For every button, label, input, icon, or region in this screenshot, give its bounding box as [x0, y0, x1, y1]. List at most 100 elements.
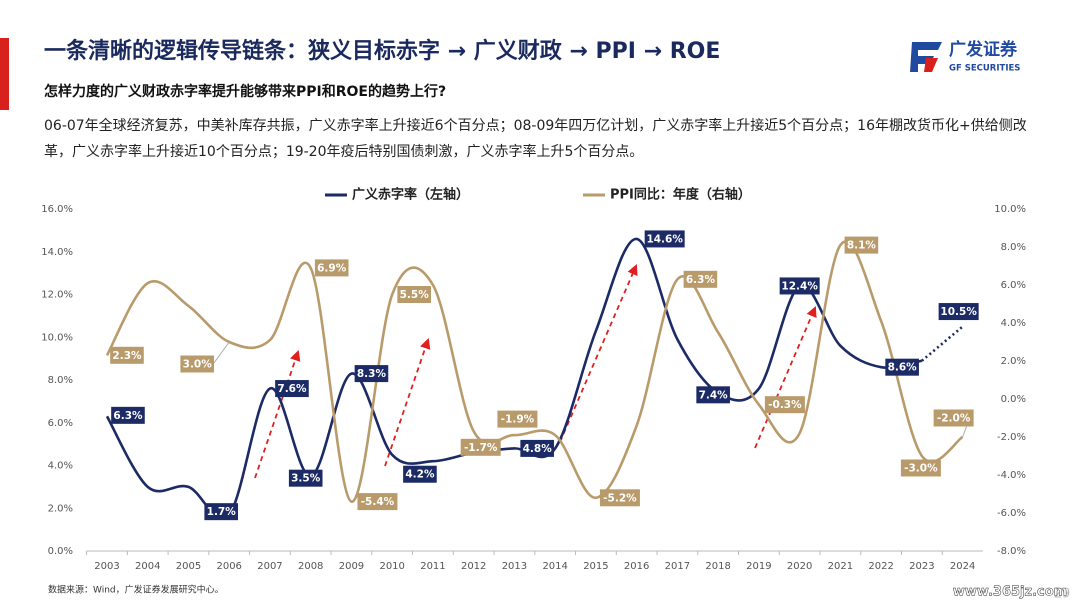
x-tick-label: 2019: [746, 561, 771, 572]
value-label: 3.5%: [291, 473, 321, 485]
value-label-box: [204, 503, 239, 521]
value-label-box: [779, 277, 820, 295]
x-tick-label: 2003: [94, 561, 119, 572]
value-label: 14.6%: [646, 233, 683, 245]
value-label-box: [520, 439, 554, 457]
value-label: -5.4%: [361, 496, 395, 508]
paragraph: 06-07年全球经济复苏，中美补库存共振，广义赤字率上升接近6个百分点；08-0…: [44, 118, 1027, 160]
value-label: 6.3%: [113, 410, 143, 422]
value-label-box: [110, 346, 144, 364]
x-tick-label: 2016: [624, 561, 649, 572]
value-label: 7.4%: [699, 389, 729, 401]
value-label-box: [288, 469, 323, 487]
value-label: -3.0%: [904, 463, 938, 475]
y2-tick-label: -6.0%: [997, 508, 1026, 519]
watermark: www.365jz.com: [953, 585, 1067, 600]
x-tick-label: 2015: [583, 561, 608, 572]
series-line: [105, 237, 923, 520]
value-label: -2.0%: [937, 413, 971, 425]
label-leader: [212, 341, 230, 365]
value-label: -5.2%: [603, 492, 637, 504]
value-label-box: [460, 438, 501, 456]
y-tick-label: 10.0%: [41, 332, 73, 343]
source: 数据来源：Wind，广发证券发展研究中心。: [48, 584, 224, 596]
y-tick-label: 8.0%: [48, 375, 73, 386]
y2-tick-label: 8.0%: [1001, 242, 1026, 253]
value-label: 7.6%: [277, 383, 307, 395]
logo-name: 广发证券: [949, 39, 1018, 60]
x-tick-label: 2024: [950, 561, 975, 572]
value-label: 4.2%: [405, 469, 435, 481]
y-tick-label: 2.0%: [48, 503, 73, 514]
value-label: -0.3%: [768, 399, 802, 411]
y-tick-label: 14.0%: [41, 247, 73, 258]
value-label: 6.3%: [686, 274, 716, 286]
value-label-box: [644, 230, 685, 248]
x-tick-label: 2004: [135, 561, 160, 572]
value-label-box: [764, 396, 805, 414]
y2-tick-label: -2.0%: [997, 432, 1026, 443]
y2-tick-label: -4.0%: [997, 470, 1026, 481]
value-label: 2.3%: [112, 350, 142, 362]
value-label-box: [275, 380, 309, 398]
x-tick-label: 2021: [828, 561, 853, 572]
value-label-box: [314, 259, 349, 277]
y-tick-label: 16.0%: [41, 204, 73, 215]
value-label-box: [357, 493, 398, 511]
legend-label: 广义赤字率（左轴）: [352, 187, 469, 203]
value-label-box: [844, 236, 879, 254]
trend-arrows: [254, 264, 817, 479]
x-tick-label: 2006: [216, 561, 241, 572]
value-label: 8.6%: [888, 362, 918, 374]
x-tick-label: 2010: [379, 561, 404, 572]
value-label-box: [403, 465, 437, 483]
value-label-box: [599, 489, 640, 507]
x-tick-label: 2008: [298, 561, 323, 572]
logo: 广发证券 GF SECURITIES: [910, 39, 1020, 74]
value-label: 4.8%: [523, 443, 553, 455]
value-label-box: [397, 286, 431, 303]
question: 怎样力度的广义财政赤字率提升能够带来PPI和ROE的趋势上行?: [44, 83, 446, 100]
x-tick-label: 2022: [868, 561, 893, 572]
y-tick-label: 4.0%: [48, 461, 73, 472]
value-label: 6.9%: [317, 262, 347, 274]
x-tick-label: 2007: [257, 561, 282, 572]
accent-bar: [0, 38, 9, 110]
value-label-box: [933, 409, 974, 427]
y2-tick-label: 2.0%: [1001, 356, 1026, 367]
y2-tick-label: 4.0%: [1001, 318, 1026, 329]
y2-tick-label: 10.0%: [994, 204, 1026, 215]
y2-tick-label: 0.0%: [1001, 394, 1026, 405]
x-tick-label: 2009: [339, 561, 364, 572]
value-label-box: [683, 270, 718, 288]
x-tick-label: 2011: [420, 561, 445, 572]
value-label-box: [900, 459, 941, 477]
y2-tick-label: 6.0%: [1001, 280, 1026, 291]
series-line: [105, 240, 964, 503]
logo-sub: GF SECURITIES: [949, 64, 1020, 74]
y2-tick-label: -8.0%: [997, 546, 1026, 557]
value-label: 8.1%: [847, 240, 877, 252]
x-tick-label: 2013: [502, 561, 527, 572]
x-tick-label: 2005: [176, 561, 201, 572]
page-number: 29: [1054, 587, 1071, 602]
series-line-projection: [921, 325, 964, 362]
value-label: 1.7%: [207, 506, 237, 518]
value-label: 8.3%: [357, 368, 387, 380]
slide-title: 一条清晰的逻辑传导链条：狭义目标赤字 → 广义财政 → PPI → ROE: [44, 38, 720, 64]
value-label-box: [696, 386, 730, 404]
value-label: 5.5%: [400, 289, 430, 301]
value-label-box: [497, 410, 538, 428]
x-tick-label: 2018: [705, 561, 730, 572]
value-label-box: [938, 303, 979, 321]
value-label-box: [885, 358, 919, 376]
value-label-box: [111, 406, 145, 424]
x-tick-label: 2012: [461, 561, 486, 572]
value-label: 3.0%: [183, 359, 213, 371]
x-tick-label: 2023: [909, 561, 934, 572]
y-tick-label: 12.0%: [41, 290, 73, 301]
value-label-box: [354, 365, 389, 383]
x-tick-label: 2020: [787, 561, 812, 572]
